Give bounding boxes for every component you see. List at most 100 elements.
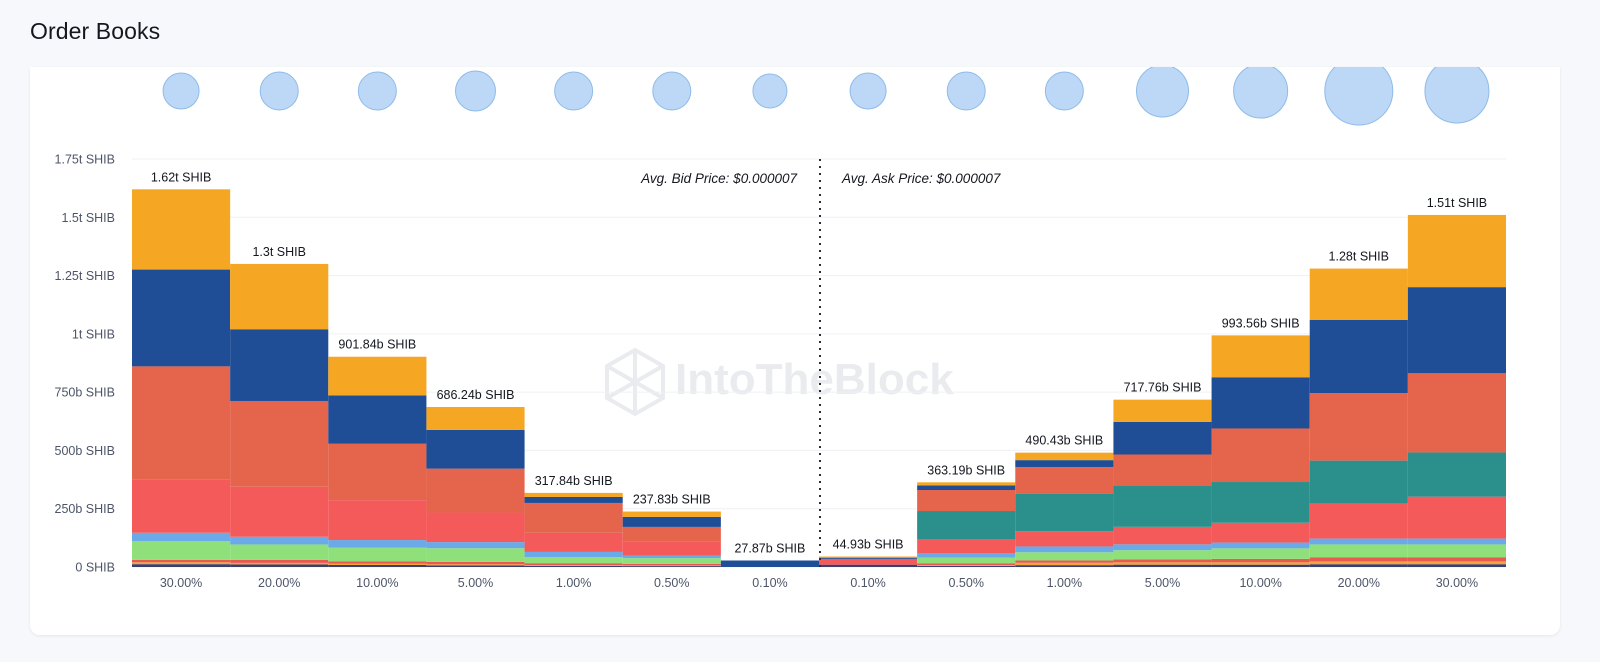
bubble[interactable] <box>849 72 887 110</box>
bar-segment[interactable] <box>720 560 819 567</box>
bar-segment[interactable] <box>819 556 918 558</box>
bar-column[interactable] <box>622 511 721 567</box>
bar-segment[interactable] <box>622 541 721 556</box>
bar-segment[interactable] <box>426 548 525 562</box>
bar-segment[interactable] <box>524 563 623 566</box>
bar-segment[interactable] <box>524 496 623 503</box>
bar-segment[interactable] <box>426 512 525 543</box>
bar-segment[interactable] <box>524 565 623 566</box>
bar-segment[interactable] <box>1211 548 1310 559</box>
bubble[interactable] <box>1233 63 1289 119</box>
bar-segment[interactable] <box>917 565 1016 566</box>
bar-segment[interactable] <box>524 565 623 567</box>
bar-segment[interactable] <box>230 400 329 487</box>
bar-segment[interactable] <box>1113 421 1212 455</box>
bubble[interactable] <box>162 72 200 110</box>
bar-segment[interactable] <box>230 329 329 401</box>
bar-segment[interactable] <box>1309 503 1408 539</box>
bar-segment[interactable] <box>1309 460 1408 504</box>
bar-column[interactable] <box>1309 268 1408 567</box>
bar-segment[interactable] <box>622 516 721 527</box>
bar-segment[interactable] <box>230 559 329 563</box>
bar-segment[interactable] <box>132 189 231 270</box>
bar-segment[interactable] <box>1015 467 1114 494</box>
bubble[interactable] <box>1044 71 1084 111</box>
bar-segment[interactable] <box>1407 214 1506 288</box>
bar-segment[interactable] <box>230 544 329 560</box>
bar-segment[interactable] <box>1211 542 1310 549</box>
bar-segment[interactable] <box>1407 564 1506 567</box>
bar-segment[interactable] <box>917 490 1016 512</box>
bar-segment[interactable] <box>917 482 1016 486</box>
bar-segment[interactable] <box>819 557 918 559</box>
bar-segment[interactable] <box>1113 526 1212 545</box>
bar-segment[interactable] <box>524 502 623 533</box>
bar-column[interactable] <box>819 556 918 567</box>
bar-segment[interactable] <box>917 563 1016 566</box>
bar-segment[interactable] <box>1113 454 1212 487</box>
bar-segment[interactable] <box>328 500 427 541</box>
bar-column[interactable] <box>720 560 819 567</box>
bar-segment[interactable] <box>426 565 525 567</box>
bubble[interactable] <box>259 71 299 111</box>
bar-segment[interactable] <box>1015 552 1114 561</box>
bar-segment[interactable] <box>328 356 427 396</box>
bar-segment[interactable] <box>132 564 231 567</box>
bar-segment[interactable] <box>1211 482 1310 523</box>
bar-segment[interactable] <box>132 366 231 480</box>
bar-segment[interactable] <box>1309 268 1408 320</box>
bar-segment[interactable] <box>328 565 427 567</box>
bar-segment[interactable] <box>1211 564 1310 567</box>
bar-segment[interactable] <box>1309 564 1408 567</box>
bar-segment[interactable] <box>1015 460 1114 468</box>
bubble[interactable] <box>1324 56 1394 126</box>
bar-column[interactable] <box>132 189 231 567</box>
bar-segment[interactable] <box>132 532 231 542</box>
bar-segment[interactable] <box>230 564 329 567</box>
bar-segment[interactable] <box>1113 550 1212 560</box>
bar-segment[interactable] <box>917 485 1016 491</box>
bar-column[interactable] <box>1113 399 1212 567</box>
bar-segment[interactable] <box>1015 562 1114 566</box>
bubble[interactable] <box>455 70 496 112</box>
bar-segment[interactable] <box>524 532 623 552</box>
bar-segment[interactable] <box>1407 452 1506 497</box>
bar-segment[interactable] <box>426 407 525 430</box>
bar-segment[interactable] <box>328 443 427 501</box>
bar-segment[interactable] <box>1211 335 1310 378</box>
bar-segment[interactable] <box>622 555 721 559</box>
bar-segment[interactable] <box>1113 559 1212 563</box>
bar-segment[interactable] <box>132 479 231 533</box>
bar-segment[interactable] <box>426 468 525 513</box>
bar-segment[interactable] <box>622 563 721 566</box>
bubble[interactable] <box>1424 58 1490 124</box>
bar-segment[interactable] <box>1015 531 1114 547</box>
bar-segment[interactable] <box>1113 564 1212 567</box>
bar-column[interactable] <box>230 263 329 567</box>
bar-segment[interactable] <box>132 269 231 367</box>
bar-column[interactable] <box>328 356 427 567</box>
bar-segment[interactable] <box>1309 544 1408 558</box>
bar-segment[interactable] <box>328 547 427 562</box>
bar-segment[interactable] <box>230 536 329 545</box>
bar-column[interactable] <box>917 482 1016 567</box>
bar-segment[interactable] <box>230 486 329 537</box>
bar-segment[interactable] <box>1211 428 1310 483</box>
bar-segment[interactable] <box>622 558 721 564</box>
bar-segment[interactable] <box>524 551 623 558</box>
bar-segment[interactable] <box>328 395 427 444</box>
bar-segment[interactable] <box>328 561 427 564</box>
bar-segment[interactable] <box>1015 560 1114 563</box>
bar-segment[interactable] <box>524 492 623 497</box>
bar-column[interactable] <box>1211 335 1310 567</box>
bar-segment[interactable] <box>426 542 525 549</box>
bar-segment[interactable] <box>426 564 525 566</box>
bar-segment[interactable] <box>1015 565 1114 567</box>
bar-segment[interactable] <box>819 558 918 565</box>
bar-segment[interactable] <box>1113 562 1212 565</box>
bar-segment[interactable] <box>622 565 721 567</box>
bar-segment[interactable] <box>426 429 525 469</box>
bar-segment[interactable] <box>819 564 918 567</box>
bar-segment[interactable] <box>1211 558 1310 563</box>
bubble[interactable] <box>752 73 788 109</box>
